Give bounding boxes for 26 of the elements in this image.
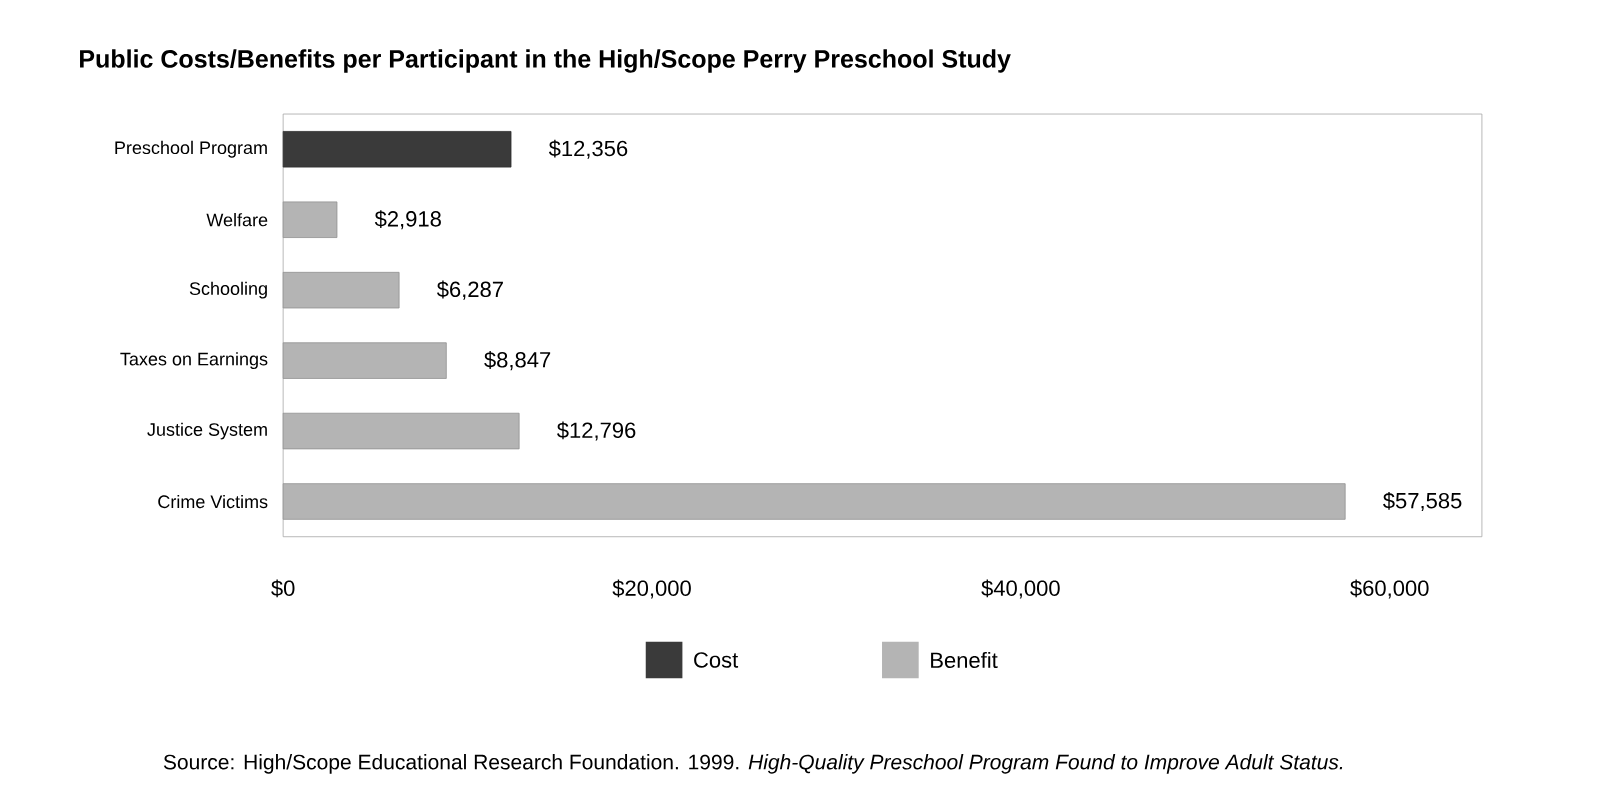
y-tick-label: Taxes on Earnings <box>120 352 268 370</box>
legend-label: Benefit <box>931 652 998 669</box>
data-label: $12,356 <box>548 139 628 159</box>
data-label: $2,918 <box>374 210 441 230</box>
bar <box>282 131 512 168</box>
y-tick-label: Schooling <box>189 281 267 299</box>
bar <box>282 342 447 379</box>
bar <box>282 483 1346 520</box>
y-tick-label: Welfare <box>206 213 268 227</box>
y-tick-label: Preschool Program <box>115 141 267 158</box>
x-tick-label: $20,000 <box>612 579 691 599</box>
bar <box>282 272 400 309</box>
bar <box>282 201 338 239</box>
source-note: Source: High/Scope Educational Research Foundation. 1999. High-Quality Preschool Program Found to Improve Adult Status. <box>163 754 1343 774</box>
chart-title: Public Costs/Benefits per Participant in the High/Scope Perry Preschool Study <box>80 49 1011 73</box>
data-label: $8,847 <box>484 351 551 371</box>
legend-label: Cost <box>694 652 739 668</box>
x-tick-label: $60,000 <box>1350 579 1429 599</box>
bar <box>282 412 520 450</box>
x-tick-label: $40,000 <box>981 579 1060 599</box>
x-tick-label: $0 <box>271 579 295 598</box>
y-tick-label: Justice System <box>147 422 267 440</box>
y-tick-label: Crime Victims <box>158 495 268 509</box>
data-label: $6,287 <box>436 280 503 300</box>
data-label: $12,796 <box>557 421 636 441</box>
data-label: $57,585 <box>1383 492 1462 512</box>
